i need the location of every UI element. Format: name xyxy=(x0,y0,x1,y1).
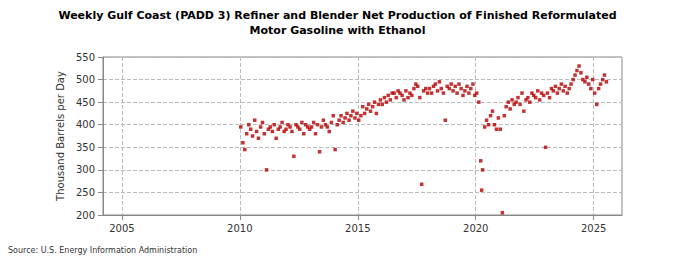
svg-text:350: 350 xyxy=(76,142,95,153)
svg-text:2005: 2005 xyxy=(109,223,134,234)
svg-text:2015: 2015 xyxy=(345,223,370,234)
svg-text:500: 500 xyxy=(76,74,95,85)
svg-text:550: 550 xyxy=(76,52,95,63)
svg-text:200: 200 xyxy=(76,210,95,221)
svg-text:450: 450 xyxy=(76,97,95,108)
svg-text:Thousand Barrels per Day: Thousand Barrels per Day xyxy=(55,71,66,202)
svg-text:2025: 2025 xyxy=(581,223,606,234)
svg-text:Source: U.S. Energy Informatio: Source: U.S. Energy Information Administ… xyxy=(8,246,197,255)
svg-text:250: 250 xyxy=(76,187,95,198)
svg-text:2010: 2010 xyxy=(227,223,252,234)
svg-text:400: 400 xyxy=(76,119,95,130)
svg-text:Motor Gasoline with Ethanol: Motor Gasoline with Ethanol xyxy=(250,24,426,37)
svg-text:300: 300 xyxy=(76,164,95,175)
svg-text:Weekly Gulf Coast (PADD 3) Ref: Weekly Gulf Coast (PADD 3) Refiner and B… xyxy=(58,9,616,22)
svg-text:2020: 2020 xyxy=(463,223,488,234)
